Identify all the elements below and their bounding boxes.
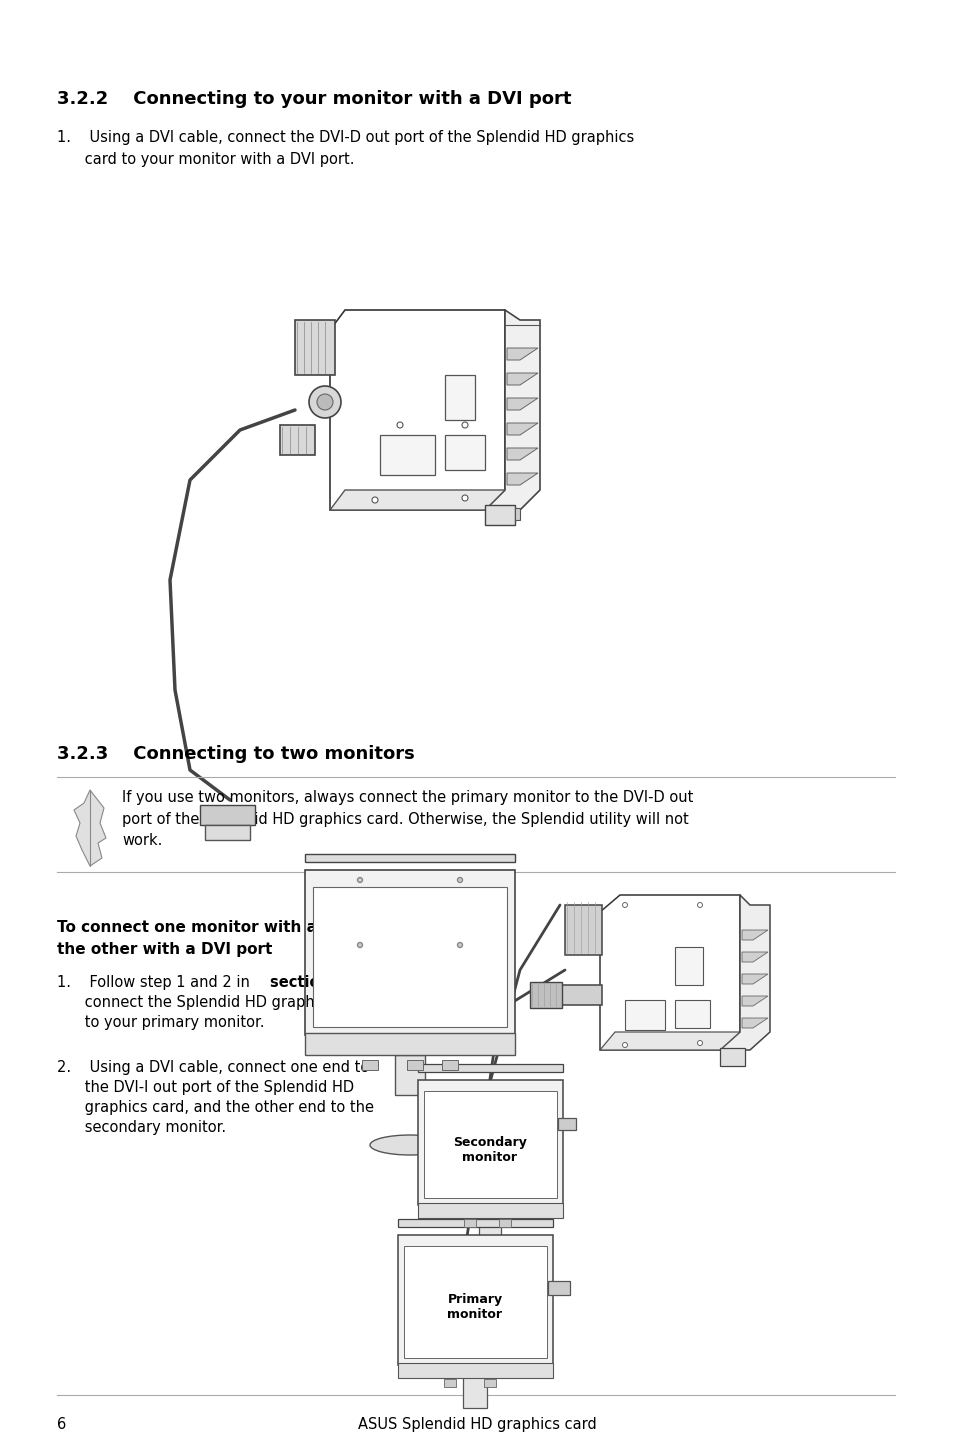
Bar — [417, 1204, 562, 1218]
Circle shape — [309, 385, 340, 418]
Polygon shape — [741, 974, 767, 984]
Circle shape — [461, 495, 468, 500]
Text: 2.    Using a DVI cable, connect one end to: 2. Using a DVI cable, connect one end to — [57, 1060, 369, 1076]
Circle shape — [457, 877, 462, 883]
Polygon shape — [294, 321, 335, 375]
Text: section 3.2.1: section 3.2.1 — [270, 975, 376, 989]
Bar — [547, 1281, 569, 1296]
Text: 1.    Follow step 1 and 2 in: 1. Follow step 1 and 2 in — [57, 975, 254, 989]
Circle shape — [396, 421, 402, 429]
Text: secondary monitor.: secondary monitor. — [57, 1120, 226, 1135]
Polygon shape — [720, 894, 769, 1050]
Bar — [441, 1060, 457, 1070]
Bar — [444, 375, 475, 420]
Ellipse shape — [370, 1135, 450, 1155]
Bar — [558, 1117, 576, 1130]
Text: connect the Splendid HD graphics card: connect the Splendid HD graphics card — [57, 995, 371, 1009]
Bar — [559, 985, 601, 1005]
Bar — [720, 1048, 744, 1066]
Text: To connect one monitor with an HDMI port,: To connect one monitor with an HDMI port… — [57, 920, 426, 935]
Circle shape — [697, 903, 701, 907]
Polygon shape — [506, 449, 537, 460]
Bar — [313, 887, 506, 1027]
Bar — [423, 1091, 557, 1198]
Bar — [417, 1064, 562, 1071]
Bar — [675, 999, 709, 1028]
Bar — [463, 1219, 476, 1227]
Circle shape — [622, 1043, 627, 1047]
Bar — [305, 854, 515, 861]
Bar — [515, 508, 519, 521]
Polygon shape — [599, 1032, 740, 1050]
Text: 1.    Using a DVI cable, connect the DVI-D out port of the Splendid HD graphics: 1. Using a DVI cable, connect the DVI-D … — [57, 129, 634, 145]
Polygon shape — [280, 426, 314, 454]
Bar — [205, 825, 250, 840]
Bar — [361, 1060, 377, 1070]
Bar — [624, 999, 664, 1030]
Text: 3.2.3    Connecting to two monitors: 3.2.3 Connecting to two monitors — [57, 745, 415, 764]
Polygon shape — [506, 398, 537, 410]
Text: to your primary monitor.: to your primary monitor. — [57, 1015, 264, 1030]
Bar — [530, 982, 561, 1008]
Text: Primary
monitor: Primary monitor — [447, 1293, 502, 1322]
Bar — [484, 505, 515, 525]
Text: to: to — [375, 975, 394, 989]
Text: the other with a DVI port: the other with a DVI port — [57, 942, 273, 958]
Bar — [444, 436, 484, 470]
Polygon shape — [599, 894, 740, 1050]
Polygon shape — [741, 1018, 767, 1028]
Polygon shape — [484, 311, 539, 510]
Bar — [403, 1245, 546, 1357]
Ellipse shape — [459, 1278, 519, 1294]
Circle shape — [697, 1041, 701, 1045]
Bar — [462, 1373, 486, 1408]
Bar — [498, 1219, 511, 1227]
Circle shape — [316, 394, 333, 410]
Bar — [395, 1055, 424, 1094]
Circle shape — [372, 498, 377, 503]
Polygon shape — [741, 930, 767, 940]
Bar — [483, 1379, 496, 1388]
Bar — [564, 905, 601, 955]
Polygon shape — [330, 311, 504, 510]
Polygon shape — [741, 952, 767, 962]
Bar — [417, 1080, 562, 1205]
Text: graphics card, and the other end to the: graphics card, and the other end to the — [57, 1100, 374, 1114]
Bar — [397, 1219, 553, 1227]
Bar — [379, 436, 435, 475]
Circle shape — [622, 903, 627, 907]
Text: the DVI-I out port of the Splendid HD: the DVI-I out port of the Splendid HD — [57, 1080, 354, 1094]
Circle shape — [461, 421, 468, 429]
Circle shape — [457, 942, 462, 948]
Bar — [305, 1032, 515, 1055]
Circle shape — [357, 877, 362, 883]
Text: 6: 6 — [57, 1416, 66, 1432]
Text: Secondary
monitor: Secondary monitor — [453, 1136, 526, 1163]
Bar — [305, 870, 515, 1035]
Bar — [443, 1379, 456, 1388]
Text: card to your monitor with a DVI port.: card to your monitor with a DVI port. — [57, 152, 355, 167]
Polygon shape — [741, 997, 767, 1007]
Bar — [397, 1235, 553, 1365]
Bar — [200, 805, 254, 825]
Polygon shape — [506, 348, 537, 360]
Text: 3.2.2    Connecting to your monitor with a DVI port: 3.2.2 Connecting to your monitor with a … — [57, 91, 571, 108]
Bar — [675, 948, 702, 985]
Polygon shape — [74, 789, 106, 866]
Bar — [478, 1217, 500, 1248]
Text: ASUS Splendid HD graphics card: ASUS Splendid HD graphics card — [357, 1416, 596, 1432]
Text: If you use two monitors, always connect the primary monitor to the DVI-D out
por: If you use two monitors, always connect … — [122, 789, 693, 848]
Circle shape — [357, 942, 362, 948]
Bar — [397, 1363, 553, 1378]
Bar — [407, 1060, 422, 1070]
Polygon shape — [506, 372, 537, 385]
Polygon shape — [506, 423, 537, 436]
Polygon shape — [506, 473, 537, 485]
Polygon shape — [330, 490, 504, 510]
